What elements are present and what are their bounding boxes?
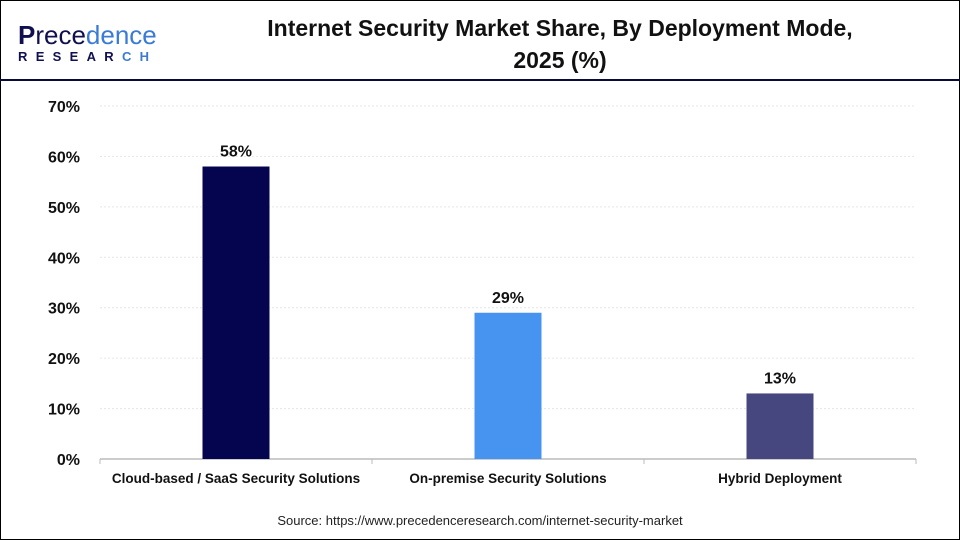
y-tick-label: 20% (48, 351, 80, 368)
y-tick-label: 10% (48, 402, 80, 419)
data-label: 58% (220, 144, 252, 161)
y-tick-label: 70% (48, 99, 80, 116)
data-label: 13% (764, 370, 796, 387)
y-tick-label: 50% (48, 200, 80, 217)
x-tick-label: On-premise Security Solutions (409, 471, 606, 486)
data-label: 29% (492, 290, 524, 307)
x-tick-label: Hybrid Deployment (718, 471, 842, 486)
title-line-2: 2025 (%) (513, 47, 607, 73)
chart-title: Internet Security Market Share, By Deplo… (210, 12, 910, 76)
title-line-1: Internet Security Market Share, By Deplo… (267, 15, 853, 41)
logo: Precedence RESEARCH (18, 20, 158, 64)
x-tick-label: Cloud-based / SaaS Security Solutions (112, 471, 360, 486)
y-tick-label: 0% (57, 452, 80, 469)
y-tick-label: 60% (48, 149, 80, 166)
bar (474, 312, 542, 459)
y-tick-label: 30% (48, 301, 80, 318)
bar (746, 393, 814, 459)
source-text: Source: https://www.precedenceresearch.c… (277, 513, 683, 528)
y-tick-label: 40% (48, 250, 80, 267)
header-divider (0, 79, 960, 81)
bar (202, 166, 270, 459)
